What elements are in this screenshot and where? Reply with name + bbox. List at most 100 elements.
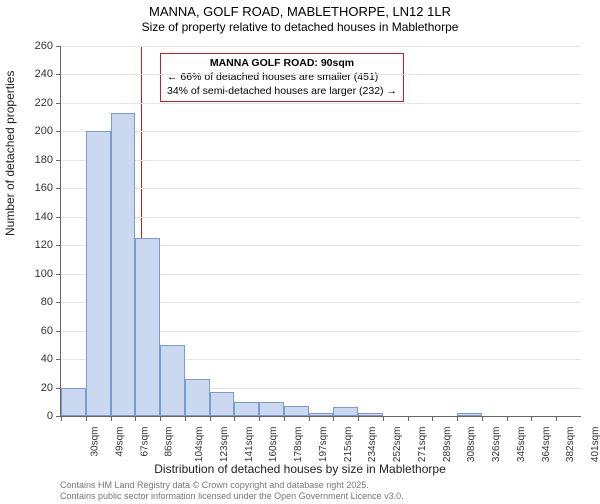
plot-region: MANNA GOLF ROAD: 90sqm ← 66% of detached…: [60, 46, 581, 417]
y-tick-label: 60: [23, 325, 53, 337]
y-tick-label: 180: [23, 154, 53, 166]
y-tick-label: 120: [23, 239, 53, 251]
y-tick-label: 0: [23, 410, 53, 422]
x-tick-label: 345sqm: [516, 427, 527, 463]
y-tick-mark: [56, 103, 61, 104]
x-tick-mark: [185, 416, 186, 421]
x-tick-label: 141sqm: [244, 427, 255, 463]
histogram-bar: [210, 392, 235, 416]
x-tick-label: 178sqm: [293, 427, 304, 463]
annotation-line2: ← 66% of detached houses are smaller (45…: [167, 70, 397, 84]
chart-subtitle: Size of property relative to detached ho…: [0, 20, 600, 34]
annotation-line3: 34% of semi-detached houses are larger (…: [167, 84, 397, 98]
y-tick-mark: [56, 245, 61, 246]
histogram-bar: [160, 345, 185, 416]
x-tick-mark: [86, 416, 87, 421]
x-tick-mark: [135, 416, 136, 421]
x-tick-mark: [507, 416, 508, 421]
footer-attribution: Contains HM Land Registry data © Crown c…: [60, 480, 404, 502]
x-tick-mark: [259, 416, 260, 421]
x-tick-label: 160sqm: [268, 427, 279, 463]
x-tick-mark: [531, 416, 532, 421]
x-tick-label: 401sqm: [590, 427, 600, 463]
x-tick-mark: [284, 416, 285, 421]
x-tick-label: 364sqm: [541, 427, 552, 463]
x-tick-label: 326sqm: [491, 427, 502, 463]
x-tick-label: 123sqm: [219, 427, 230, 463]
y-tick-mark: [56, 74, 61, 75]
y-tick-label: 240: [23, 68, 53, 80]
x-tick-label: 234sqm: [367, 427, 378, 463]
y-tick-mark: [56, 274, 61, 275]
y-tick-label: 100: [23, 268, 53, 280]
y-tick-mark: [56, 302, 61, 303]
footer-line2: Contains public sector information licen…: [60, 491, 404, 502]
y-axis-label: Number of detached properties: [3, 71, 17, 236]
histogram-bar: [234, 402, 259, 416]
y-tick-mark: [56, 160, 61, 161]
x-tick-label: 289sqm: [442, 427, 453, 463]
y-tick-label: 260: [23, 40, 53, 52]
x-tick-label: 382sqm: [566, 427, 577, 463]
x-tick-mark: [383, 416, 384, 421]
x-tick-label: 252sqm: [392, 427, 403, 463]
y-tick-label: 220: [23, 97, 53, 109]
histogram-bar: [333, 407, 358, 416]
x-tick-label: 67sqm: [139, 427, 150, 457]
y-tick-label: 80: [23, 296, 53, 308]
x-tick-label: 86sqm: [164, 427, 175, 457]
x-tick-label: 271sqm: [417, 427, 428, 463]
x-tick-mark: [309, 416, 310, 421]
histogram-bar: [358, 413, 383, 416]
x-tick-label: 308sqm: [467, 427, 478, 463]
x-tick-label: 104sqm: [194, 427, 205, 463]
annotation-box: MANNA GOLF ROAD: 90sqm ← 66% of detached…: [160, 53, 404, 102]
histogram-bar: [309, 413, 334, 416]
histogram-bar: [185, 379, 210, 416]
x-tick-mark: [457, 416, 458, 421]
histogram-bar: [135, 238, 160, 416]
histogram-bar: [111, 113, 136, 416]
histogram-bar: [284, 406, 309, 416]
y-tick-label: 140: [23, 211, 53, 223]
x-tick-mark: [160, 416, 161, 421]
y-tick-mark: [56, 359, 61, 360]
x-tick-label: 215sqm: [343, 427, 354, 463]
y-tick-mark: [56, 331, 61, 332]
histogram-bar: [86, 131, 111, 416]
x-tick-mark: [61, 416, 62, 421]
x-tick-mark: [111, 416, 112, 421]
x-tick-mark: [556, 416, 557, 421]
x-tick-mark: [234, 416, 235, 421]
x-tick-label: 30sqm: [90, 427, 101, 457]
histogram-bar: [61, 388, 86, 416]
y-tick-mark: [56, 131, 61, 132]
x-tick-label: 197sqm: [318, 427, 329, 463]
x-tick-mark: [333, 416, 334, 421]
y-tick-label: 200: [23, 125, 53, 137]
gridline: [61, 46, 581, 47]
x-tick-mark: [408, 416, 409, 421]
chart-area: MANNA GOLF ROAD: 90sqm ← 66% of detached…: [60, 46, 580, 416]
gridline: [61, 188, 581, 189]
footer-line1: Contains HM Land Registry data © Crown c…: [60, 480, 404, 491]
x-tick-label: 49sqm: [114, 427, 125, 457]
y-tick-mark: [56, 46, 61, 47]
x-tick-mark: [482, 416, 483, 421]
gridline: [61, 160, 581, 161]
histogram-bar: [259, 402, 284, 416]
gridline: [61, 131, 581, 132]
gridline: [61, 74, 581, 75]
y-tick-label: 40: [23, 353, 53, 365]
annotation-line1: MANNA GOLF ROAD: 90sqm: [167, 56, 397, 70]
x-tick-mark: [210, 416, 211, 421]
y-tick-label: 160: [23, 182, 53, 194]
y-tick-mark: [56, 217, 61, 218]
x-tick-mark: [358, 416, 359, 421]
x-axis-label: Distribution of detached houses by size …: [0, 462, 600, 476]
histogram-bar: [457, 413, 482, 416]
y-tick-label: 20: [23, 382, 53, 394]
gridline: [61, 217, 581, 218]
chart-title: MANNA, GOLF ROAD, MABLETHORPE, LN12 1LR: [0, 4, 600, 19]
x-tick-mark: [432, 416, 433, 421]
